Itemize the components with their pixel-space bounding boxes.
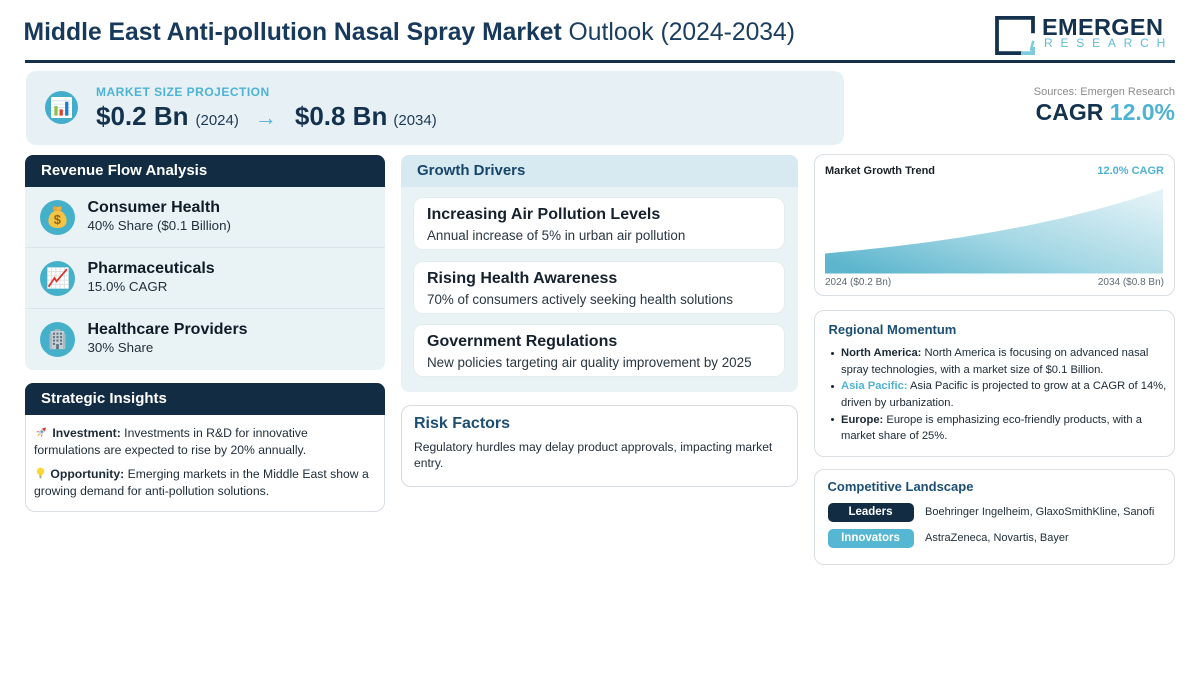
svg-text:$: $ bbox=[54, 211, 61, 226]
